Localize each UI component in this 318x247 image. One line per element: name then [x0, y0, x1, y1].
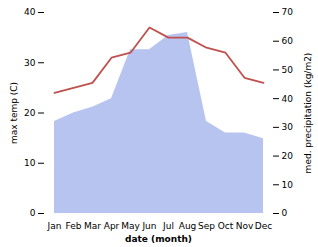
svg-text:Apr: Apr — [104, 221, 120, 231]
svg-text:10: 10 — [24, 158, 36, 168]
svg-text:Mar: Mar — [84, 221, 101, 231]
svg-text:Dec: Dec — [255, 221, 272, 231]
svg-text:0: 0 — [30, 208, 36, 218]
svg-text:70: 70 — [282, 7, 294, 17]
svg-text:0: 0 — [282, 208, 288, 218]
svg-text:Oct: Oct — [218, 221, 234, 231]
svg-text:date (month): date (month) — [125, 234, 192, 244]
svg-text:10: 10 — [282, 180, 294, 190]
svg-text:Jan: Jan — [47, 221, 62, 231]
svg-text:med. precipitation (kg/m2): med. precipitation (kg/m2) — [303, 53, 313, 174]
svg-text:Jun: Jun — [141, 221, 156, 231]
svg-text:Sep: Sep — [198, 221, 215, 231]
svg-text:30: 30 — [282, 122, 294, 132]
svg-text:40: 40 — [24, 7, 36, 17]
svg-text:60: 60 — [282, 36, 294, 46]
svg-text:40: 40 — [282, 94, 294, 104]
svg-text:Aug: Aug — [179, 221, 197, 231]
svg-text:20: 20 — [282, 151, 294, 161]
svg-text:May: May — [121, 221, 140, 231]
svg-text:Nov: Nov — [236, 221, 254, 231]
svg-text:Feb: Feb — [66, 221, 82, 231]
svg-text:max temp (C): max temp (C) — [9, 82, 19, 144]
svg-text:30: 30 — [24, 58, 36, 68]
svg-text:20: 20 — [24, 108, 36, 118]
svg-text:50: 50 — [282, 65, 294, 75]
svg-text:Jul: Jul — [162, 221, 174, 231]
